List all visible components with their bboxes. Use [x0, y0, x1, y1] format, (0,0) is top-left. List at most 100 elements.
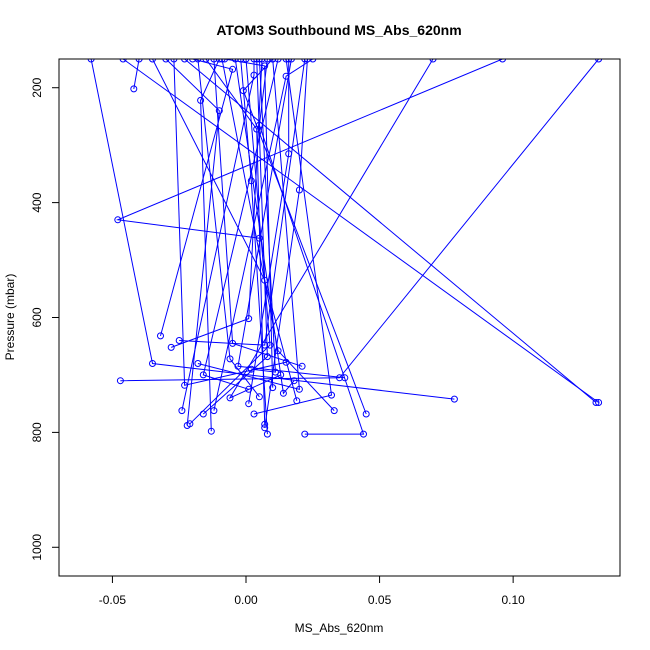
data-point [194, 360, 202, 367]
data-point [258, 59, 266, 63]
series-line [205, 59, 266, 425]
data-point [247, 177, 255, 185]
series-line [237, 59, 345, 379]
data-point [202, 59, 210, 63]
series-line [258, 59, 365, 435]
data-point [218, 59, 226, 63]
data-point [231, 59, 239, 63]
data-point [170, 59, 178, 63]
data-point [295, 385, 303, 393]
data-point [215, 59, 223, 63]
data-point [210, 407, 218, 415]
series-line [133, 59, 140, 89]
data-point [341, 374, 349, 382]
series-line [200, 59, 220, 432]
series-line [179, 59, 306, 346]
data-point [226, 394, 234, 402]
data-point [263, 353, 271, 361]
series-line [115, 59, 503, 239]
data-point [226, 355, 234, 363]
data-point [309, 59, 317, 63]
series [218, 59, 338, 415]
series [119, 59, 603, 406]
data-point [360, 430, 367, 438]
series-line [197, 59, 300, 390]
y-axis: 200 400 600 800 1000 [30, 77, 59, 561]
data-point [162, 59, 170, 63]
series-layer [87, 59, 603, 438]
data-point [328, 391, 335, 399]
series [116, 59, 603, 385]
data-point [149, 59, 156, 63]
data-point [114, 216, 122, 224]
series-line [197, 59, 260, 398]
data-point [87, 59, 95, 63]
data-point [130, 85, 138, 93]
data-point [303, 59, 311, 63]
data-point [263, 430, 271, 438]
data-point [285, 59, 293, 63]
data-point [290, 377, 298, 385]
series-line [202, 59, 279, 390]
data-point [247, 365, 255, 373]
data-point [167, 343, 175, 351]
series [186, 59, 274, 428]
data-point [269, 384, 277, 392]
data-point [189, 59, 197, 63]
x-tick-label: 0.10 [501, 593, 525, 607]
data-point [253, 59, 261, 63]
series [181, 59, 600, 406]
data-point [330, 407, 338, 415]
x-tick-label: -0.05 [99, 593, 127, 607]
x-axis-label: MS_Abs_620nm [295, 621, 384, 635]
x-tick-label: 0.00 [234, 593, 258, 607]
data-point [237, 59, 245, 63]
series [197, 59, 223, 435]
data-point [429, 59, 437, 63]
data-point [250, 410, 258, 418]
series-line [240, 59, 268, 435]
series [247, 59, 279, 376]
series-line [224, 59, 274, 388]
data-point [287, 59, 295, 63]
data-point [245, 400, 253, 408]
series [199, 59, 282, 393]
data-point [261, 424, 269, 432]
data-point [271, 368, 279, 376]
data-point [178, 407, 186, 415]
series-line [202, 59, 268, 415]
data-point [301, 430, 309, 438]
data-point [119, 59, 127, 63]
data-point [269, 59, 277, 63]
data-point [250, 59, 258, 63]
data-point [215, 107, 223, 115]
data-point [116, 377, 124, 385]
series [162, 59, 223, 429]
data-point [279, 389, 287, 397]
series [250, 59, 335, 418]
data-point [149, 360, 156, 367]
series-line [251, 59, 276, 373]
data-point [221, 59, 229, 63]
series [237, 59, 271, 438]
series [175, 59, 309, 349]
data-point [255, 393, 263, 401]
y-tick-label: 600 [30, 307, 44, 327]
data-point [229, 65, 237, 73]
data-point [274, 59, 282, 63]
data-point [595, 399, 603, 406]
data-point [592, 399, 600, 406]
series-line [253, 59, 333, 415]
data-point [194, 59, 202, 63]
x-tick-label: 0.05 [368, 593, 392, 607]
data-point [199, 371, 207, 379]
series [226, 59, 437, 402]
series [157, 59, 237, 340]
data-point [282, 59, 290, 63]
series-line [221, 59, 335, 411]
y-tick-label: 1000 [30, 534, 44, 561]
data-point [207, 427, 215, 435]
series-line [90, 59, 455, 400]
data-point [255, 59, 263, 63]
